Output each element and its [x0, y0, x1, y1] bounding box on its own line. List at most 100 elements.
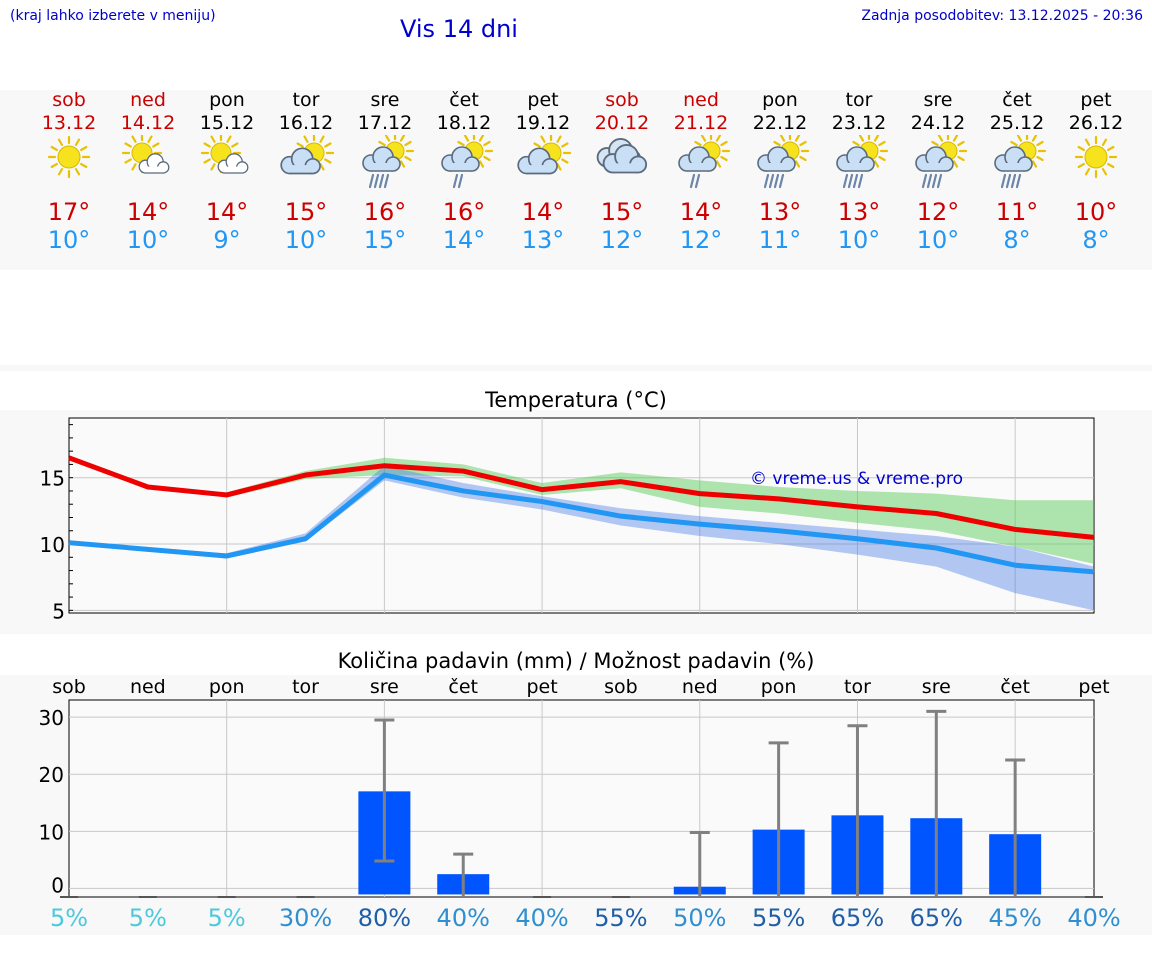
day-name: sre — [923, 89, 953, 111]
y-tick-label: 0 — [51, 873, 64, 897]
day-name: pon — [209, 89, 245, 111]
max-temp-line — [68, 455, 1095, 540]
temp-max: 10° — [1074, 198, 1118, 226]
precip-chance: 5% — [207, 904, 246, 932]
temp-max: 12° — [916, 198, 960, 226]
precip-chance: 65% — [909, 904, 963, 932]
day-date: 14.12 — [120, 112, 176, 134]
watermark: © vreme.us & vreme.pro — [750, 469, 963, 489]
y-tick-label: 5 — [52, 599, 65, 623]
cloud-sun-icon — [266, 132, 346, 197]
y-tick-label: 15 — [40, 467, 65, 491]
temp-min: 10° — [47, 226, 91, 254]
temp-min: 8° — [1082, 226, 1110, 254]
temp-min: 8° — [1003, 226, 1031, 254]
cloud-rain-heavy-icon — [345, 131, 425, 197]
precip-chance: 65% — [830, 904, 885, 932]
precip-chance: 40% — [436, 904, 490, 932]
min-temp-range-band — [69, 465, 1094, 611]
day-date: 26.12 — [1068, 112, 1124, 134]
sun-icon-graphic — [47, 135, 91, 179]
sun-icon — [1056, 135, 1136, 197]
cloud-rain-heavy-icon — [740, 131, 820, 197]
cloud-rain-heavy-icon — [898, 131, 978, 197]
day-date: 21.12 — [673, 112, 729, 134]
temp-min: 10° — [837, 226, 881, 254]
day-name: pet — [527, 89, 559, 111]
temp-min: 14° — [442, 226, 486, 254]
precip-chance: 5% — [128, 904, 167, 932]
day-date: 22.12 — [752, 112, 808, 134]
cloud-rain-icon — [661, 131, 741, 197]
cloud-rain-icon-graphic — [441, 131, 494, 189]
temperature-plot-area — [68, 417, 1095, 614]
precip-day-label: sre — [921, 676, 951, 698]
temp-max: 15° — [284, 198, 328, 226]
y-tick-label: 10 — [40, 533, 65, 557]
sun-cloud-icon-graphic — [200, 132, 249, 174]
temp-max: 14° — [205, 198, 249, 226]
temp-min: 12° — [679, 226, 723, 254]
cloud-rain-heavy-icon-graphic — [362, 131, 415, 189]
day-name: tor — [845, 89, 873, 111]
day-name: ned — [130, 89, 166, 111]
precip-chance: 45% — [988, 904, 1042, 932]
temp-min: 15° — [363, 226, 407, 254]
cloud-rain-heavy-icon — [977, 131, 1057, 197]
cloud-rain-heavy-icon-graphic — [836, 131, 889, 189]
temp-min: 9° — [213, 226, 241, 254]
day-date: 16.12 — [278, 112, 334, 134]
day-date: 13.12 — [41, 112, 97, 134]
sun-cloud-icon — [187, 132, 267, 197]
cloud-rain-heavy-icon-graphic — [994, 131, 1047, 189]
overcast-icon-graphic — [596, 137, 648, 174]
last-updated: Zadnja posodobitev: 13.12.2025 - 20:36 — [861, 8, 1143, 24]
y-tick-label: 30 — [39, 706, 64, 730]
temp-max: 17° — [47, 198, 91, 226]
temp-min: 10° — [284, 226, 328, 254]
sun-cloud-icon-graphic — [121, 132, 170, 174]
precip-day-label: ned — [129, 676, 166, 698]
precip-day-label: pon — [760, 676, 797, 698]
day-date: 15.12 — [199, 112, 255, 134]
precip-day-label: pon — [208, 676, 245, 698]
forecast-band — [0, 90, 1152, 270]
cloud-rain-icon — [424, 131, 504, 197]
temp-max: 11° — [995, 198, 1039, 226]
precip-day-label: tor — [292, 676, 319, 698]
precip-chance: 50% — [673, 904, 727, 932]
temp-max: 14° — [521, 198, 565, 226]
day-date: 23.12 — [831, 112, 887, 134]
temp-max: 16° — [442, 198, 486, 226]
precipitation-chart: 0 10 20 30 — [39, 699, 1103, 898]
temp-min: 13° — [521, 226, 565, 254]
precip-day-label: čet — [1000, 676, 1030, 698]
precip-chance: 40% — [515, 904, 569, 932]
temp-max: 13° — [758, 198, 802, 226]
min-temp-line — [68, 472, 1095, 575]
precip-day-label: sre — [369, 676, 399, 698]
temperature-chart: 5 10 15 © vreme.us & vreme.pro — [40, 417, 1095, 623]
day-name: sob — [605, 89, 639, 111]
temp-min: 12° — [600, 226, 644, 254]
precip-day-label: sob — [52, 676, 86, 698]
precip-chance: 30% — [278, 904, 333, 932]
day-date: 17.12 — [357, 112, 413, 134]
divider — [0, 365, 1152, 371]
temp-max: 16° — [363, 198, 407, 226]
temp-min: 10° — [126, 226, 170, 254]
precip-chance: 40% — [1067, 904, 1121, 932]
cloud-rain-heavy-icon-graphic — [915, 131, 968, 189]
day-name: pet — [1080, 89, 1112, 111]
precip-day-label: ned — [681, 676, 718, 698]
precip-day-label: pet — [1078, 676, 1110, 698]
day-name: ned — [683, 89, 719, 111]
precip-day-label: pet — [526, 676, 558, 698]
day-date: 20.12 — [594, 112, 650, 134]
day-date: 24.12 — [910, 112, 966, 134]
y-tick-label: 20 — [39, 763, 64, 787]
precip-chance: 80% — [357, 904, 412, 932]
precip-chance: 5% — [49, 904, 89, 932]
cloud-rain-heavy-icon-graphic — [757, 131, 810, 189]
overcast-icon — [582, 135, 662, 197]
